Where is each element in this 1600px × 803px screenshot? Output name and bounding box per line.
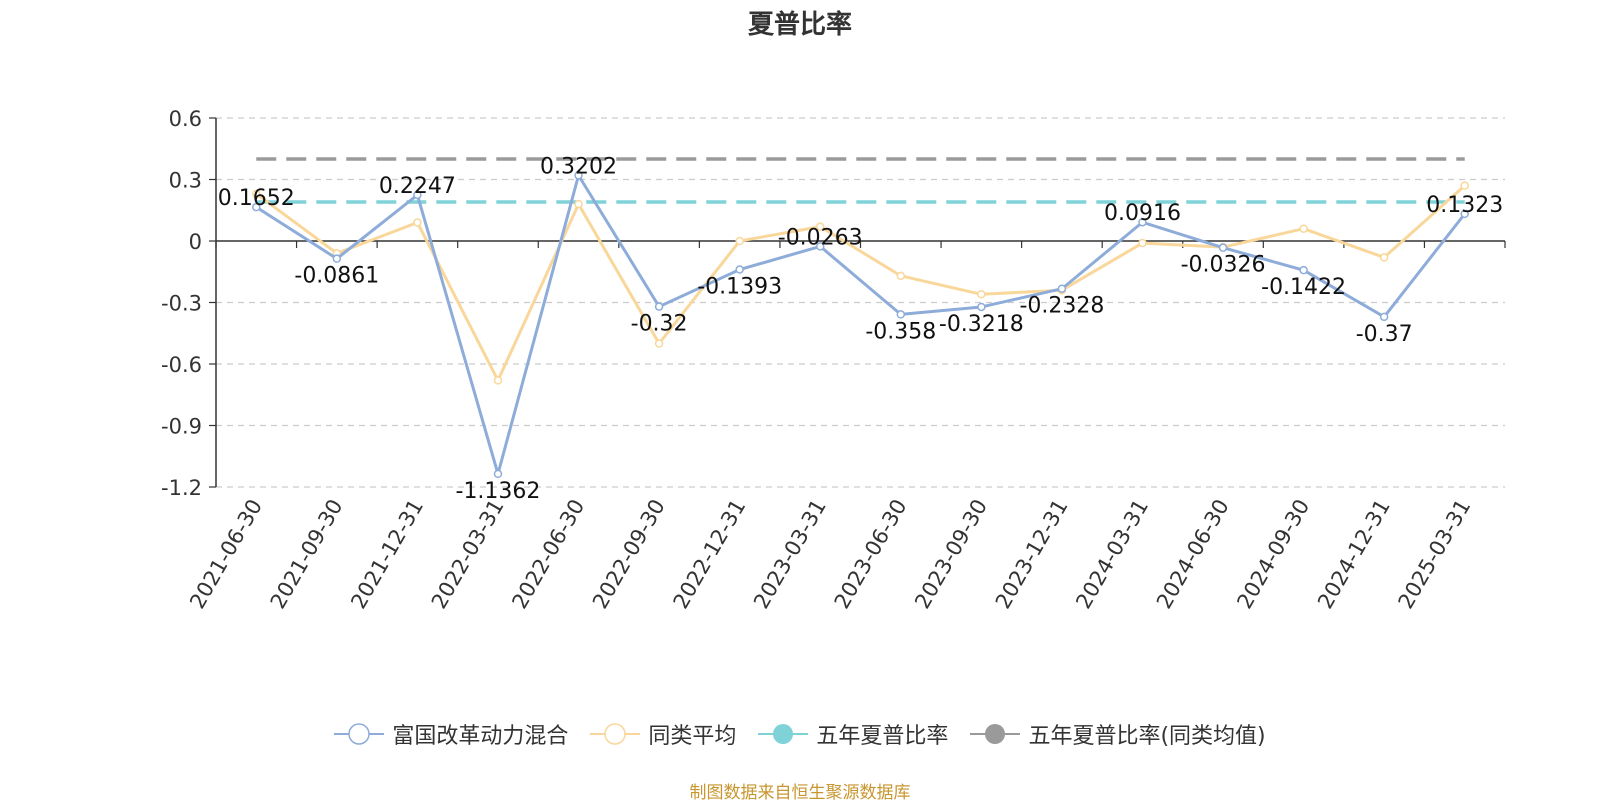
data-label: -0.1422 bbox=[1261, 275, 1346, 300]
data-point bbox=[1138, 238, 1147, 248]
y-tick-label: 0.3 bbox=[169, 169, 202, 193]
data-label: 0.3202 bbox=[540, 154, 617, 179]
data-label: 0.0916 bbox=[1104, 201, 1181, 226]
data-point bbox=[735, 265, 744, 274]
legend-fund-icon bbox=[334, 723, 385, 745]
data-point bbox=[654, 302, 664, 311]
source-note: 制图数据来自恒生聚源数据库 bbox=[689, 783, 911, 803]
x-tick-label: 2025-03-31 bbox=[1394, 495, 1476, 613]
series-line bbox=[255, 184, 1466, 382]
legend-label-peer-average: 同类平均 bbox=[648, 724, 737, 749]
data-label: -1.1362 bbox=[456, 479, 541, 504]
x-tick-label: 2023-12-31 bbox=[991, 495, 1073, 613]
x-tick-label: 2024-09-30 bbox=[1232, 495, 1314, 613]
data-point bbox=[252, 202, 261, 212]
x-tick-label: 2024-06-30 bbox=[1152, 495, 1234, 613]
data-point bbox=[654, 339, 664, 348]
x-tick-label: 2022-09-30 bbox=[588, 495, 670, 613]
data-point bbox=[896, 310, 906, 319]
series-line bbox=[255, 173, 1466, 476]
y-tick-label: -0.6 bbox=[161, 353, 202, 377]
data-label: -0.32 bbox=[631, 312, 688, 337]
legend-item-five-year[interactable]: 五年夏普比率 bbox=[758, 718, 948, 750]
y-tick-label: -1.2 bbox=[161, 476, 202, 500]
legend-label-fund: 富国改革动力混合 bbox=[392, 724, 569, 749]
x-tick-label: 2023-06-30 bbox=[830, 495, 912, 613]
legend-label-five-year: 五年夏普比率 bbox=[816, 724, 949, 749]
data-point bbox=[1460, 209, 1469, 219]
x-tick-label: 2021-09-30 bbox=[266, 495, 348, 613]
data-point bbox=[332, 254, 342, 263]
data-label: -0.1393 bbox=[697, 275, 782, 300]
legend-five-year-icon bbox=[758, 724, 809, 744]
x-tick-label: 2022-12-31 bbox=[669, 495, 751, 613]
data-label: -0.358 bbox=[865, 319, 936, 344]
data-point bbox=[896, 271, 906, 281]
x-tick-label: 2022-06-30 bbox=[507, 495, 589, 613]
data-point bbox=[1299, 265, 1308, 275]
x-tick-label: 2021-12-31 bbox=[346, 495, 428, 613]
data-point bbox=[1218, 243, 1228, 252]
x-tick-label: 2021-06-30 bbox=[185, 495, 267, 613]
data-point bbox=[413, 218, 422, 227]
legend-peer-average-icon bbox=[590, 723, 641, 745]
data-point bbox=[413, 190, 422, 200]
data-point bbox=[1057, 284, 1067, 293]
data-point bbox=[493, 376, 503, 385]
x-tick-label: 2023-09-30 bbox=[910, 495, 992, 613]
data-label: 0.1323 bbox=[1426, 193, 1503, 218]
data-label: -0.3218 bbox=[939, 312, 1024, 337]
data-point bbox=[1299, 224, 1308, 233]
data-point bbox=[1379, 253, 1389, 262]
data-label: -0.0263 bbox=[778, 225, 863, 250]
y-tick-label: -0.9 bbox=[161, 415, 202, 439]
y-tick-label: 0.6 bbox=[169, 107, 202, 131]
data-point bbox=[1138, 217, 1147, 227]
data-point bbox=[815, 242, 825, 251]
legend-item-fund[interactable]: 富国改革动力混合 bbox=[334, 718, 568, 750]
legend-five-year-peer-icon bbox=[970, 724, 1021, 744]
x-tick-label: 2022-03-31 bbox=[427, 495, 509, 613]
plot-area: 0.6 0.3 0 -0.3 -0.6 -0.9 -1.22021-06-302021-09… bbox=[161, 107, 1506, 613]
y-tick-label: 0 bbox=[189, 230, 202, 254]
data-label: -0.2328 bbox=[1019, 294, 1104, 319]
data-label: -0.37 bbox=[1356, 322, 1413, 347]
x-tick-label: 2023-03-31 bbox=[749, 495, 831, 613]
chart-title: 夏普比率 bbox=[747, 10, 852, 40]
data-point bbox=[1379, 312, 1389, 322]
x-tick-label: 2024-12-31 bbox=[1313, 495, 1395, 613]
data-point bbox=[977, 290, 986, 299]
legend: 富国改革动力混合 同类平均 五年夏普比率 五年夏普比率(同类均值) bbox=[0, 718, 1600, 750]
data-label: 0.1652 bbox=[218, 186, 295, 211]
legend-label-five-year-peer: 五年夏普比率(同类均值) bbox=[1028, 724, 1266, 749]
data-point bbox=[815, 222, 825, 231]
data-point bbox=[1460, 181, 1469, 190]
data-point bbox=[574, 171, 583, 180]
data-point bbox=[252, 189, 261, 199]
legend-item-five-year-peer[interactable]: 五年夏普比率(同类均值) bbox=[970, 718, 1266, 750]
data-label: 0.2247 bbox=[379, 174, 456, 199]
data-point bbox=[735, 236, 744, 246]
legend-item-peer-average[interactable]: 同类平均 bbox=[590, 718, 736, 750]
data-point bbox=[574, 199, 583, 209]
y-tick-label: -0.3 bbox=[161, 292, 202, 316]
data-point bbox=[493, 469, 503, 479]
x-tick-label: 2024-03-31 bbox=[1071, 495, 1153, 613]
data-label: -0.0861 bbox=[294, 264, 379, 289]
data-label: -0.0326 bbox=[1181, 253, 1266, 278]
data-point bbox=[977, 302, 986, 312]
